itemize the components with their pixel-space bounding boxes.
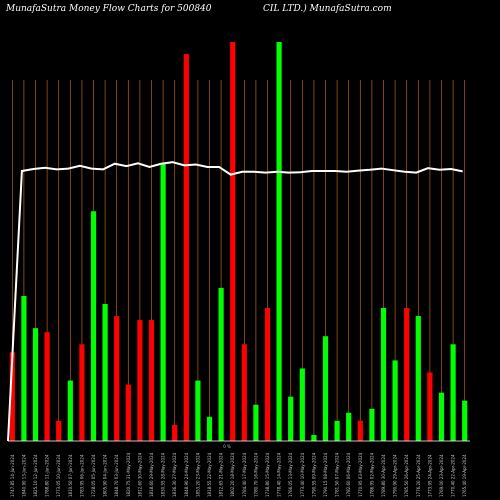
- x-tick-label: 1784.40 17-May-2024: [242, 452, 247, 497]
- x-tick-label: 1848.90 24-May-2024: [184, 452, 189, 497]
- bar-outflow: [148, 320, 155, 441]
- bar-inflow: [415, 316, 421, 441]
- bar-inflow: [90, 211, 97, 441]
- x-tick-label: 1802.20 18-May-2024: [230, 452, 235, 497]
- x-tick-label: 1770.95 03-May-2024: [358, 452, 363, 497]
- bar-outflow: [9, 352, 15, 441]
- bar-inflow: [299, 368, 305, 441]
- bar-inflow: [380, 308, 387, 441]
- x-tick-label: 1776.20 25-Apr-2024: [416, 454, 421, 497]
- bar-inflow: [288, 396, 294, 441]
- x-tick-label: 1770.40 22-Apr-2024: [451, 454, 456, 497]
- chart-title-left: MunafaSutra Money Flow Charts for 500840: [5, 4, 212, 14]
- bar-outflow: [137, 320, 143, 441]
- bar-inflow: [102, 303, 108, 441]
- x-tick-label: 1786.95 02-May-2024: [369, 452, 374, 497]
- bar-inflow: [276, 42, 282, 441]
- bar-outflow: [241, 344, 247, 441]
- x-tick-label: 1840.90 13-Jun-2024: [21, 454, 26, 497]
- x-tick-label: 1773.40 10-May-2024: [300, 452, 305, 497]
- x-tick-label: 1788.80 11-Jun-2024: [45, 454, 50, 497]
- x-tick-label: 1728.05 05-Jun-2024: [91, 454, 96, 497]
- bar-inflow: [322, 336, 329, 441]
- x-tick-label: 1853.20 23-May-2024: [195, 452, 200, 497]
- bar-inflow: [206, 416, 213, 441]
- bar-outflow: [56, 420, 62, 441]
- mid-label: 0 %: [223, 444, 231, 449]
- bar-inflow: [346, 412, 352, 441]
- bars: [9, 42, 468, 442]
- bar-inflow: [311, 434, 317, 441]
- bar-outflow: [114, 316, 120, 441]
- x-tick-label: 1812.65 21-May-2024: [219, 452, 224, 497]
- x-tick-label: 1818.55 22-May-2024: [207, 452, 212, 497]
- x-tick-label: 1825.10 12-Jun-2024: [33, 454, 38, 497]
- bar-outflow: [79, 344, 85, 441]
- x-tick-label: 1765.40 19-Apr-2024: [462, 454, 467, 497]
- bar-inflow: [334, 420, 340, 441]
- x-tick-label: 1773.95 24-Apr-2024: [427, 454, 432, 497]
- x-tick-label: 1785.50 26-Apr-2024: [404, 454, 409, 497]
- x-tick-label: 1790.55 09-May-2024: [311, 452, 316, 497]
- bar-inflow: [195, 380, 201, 441]
- x-tick-label: 1778.40 14-May-2024: [277, 452, 282, 497]
- bar-inflow: [392, 360, 398, 441]
- x-tick-label: 1818.60 29-May-2024: [149, 452, 154, 497]
- bar-inflow: [160, 162, 166, 441]
- bar-inflow: [218, 287, 224, 441]
- x-tick-label: 1738.80 15-May-2024: [265, 452, 270, 497]
- bar-outflow: [44, 332, 50, 441]
- bar-inflow: [67, 380, 73, 441]
- bar-inflow: [462, 400, 468, 441]
- x-tick-label: 1812.60 30-May-2024: [137, 452, 142, 497]
- bar-outflow: [357, 420, 363, 441]
- bar-outflow: [404, 308, 410, 441]
- x-tick-label: 1769.00 23-Apr-2024: [439, 454, 444, 497]
- bar-inflow: [450, 344, 456, 441]
- bar-outflow: [427, 372, 433, 441]
- x-tick-label: 1790.15 08-May-2024: [323, 452, 328, 497]
- x-tick-label: 1848.70 03-Jun-2024: [114, 454, 119, 497]
- bar-inflow: [21, 295, 27, 441]
- x-tick-label: 1781.50 07-May-2024: [335, 452, 340, 497]
- bar-outflow: [183, 54, 189, 442]
- bar-outflow: [230, 42, 236, 441]
- x-tick-label: 1766.05 13-May-2024: [288, 452, 293, 497]
- x-tick-label: 1830.55 28-May-2024: [161, 452, 166, 497]
- bar-inflow: [438, 392, 445, 441]
- x-tick-label: 1790.90 29-Apr-2024: [393, 454, 398, 497]
- bar-inflow: [32, 328, 39, 441]
- chart-title-right: CIL LTD.) MunafaSutra.com: [263, 3, 392, 14]
- bar-outflow: [264, 308, 271, 441]
- x-tick-label: 1810.50 07-Jun-2024: [68, 454, 73, 497]
- money-flow-line: [7, 161, 463, 442]
- x-tick-label: 1747.85 14-Jun-2024: [10, 454, 15, 497]
- x-tick-label: 1789.80 30-Apr-2024: [381, 454, 386, 497]
- bar-outflow: [125, 384, 131, 441]
- x-tick-label: 1783.95 06-Jun-2024: [79, 454, 84, 497]
- x-tick-label: 1782.60 06-May-2024: [346, 452, 351, 497]
- bar-outflow: [172, 424, 178, 441]
- x-tick-label: 1805.90 04-Jun-2024: [103, 454, 108, 497]
- x-tick-label: 1836.30 27-May-2024: [172, 452, 177, 497]
- bar-inflow: [369, 408, 375, 441]
- x-tick-label: 1820.75 31-May-2024: [126, 452, 131, 497]
- x-tick-label: 1780.70 16-May-2024: [253, 452, 258, 497]
- x-axis-labels: 1747.85 14-Jun-2024 1840.90 13-Jun-2024 18…: [10, 452, 467, 497]
- bar-inflow: [253, 404, 259, 441]
- x-tick-label: 1773.05 10-Jun-2024: [56, 454, 61, 497]
